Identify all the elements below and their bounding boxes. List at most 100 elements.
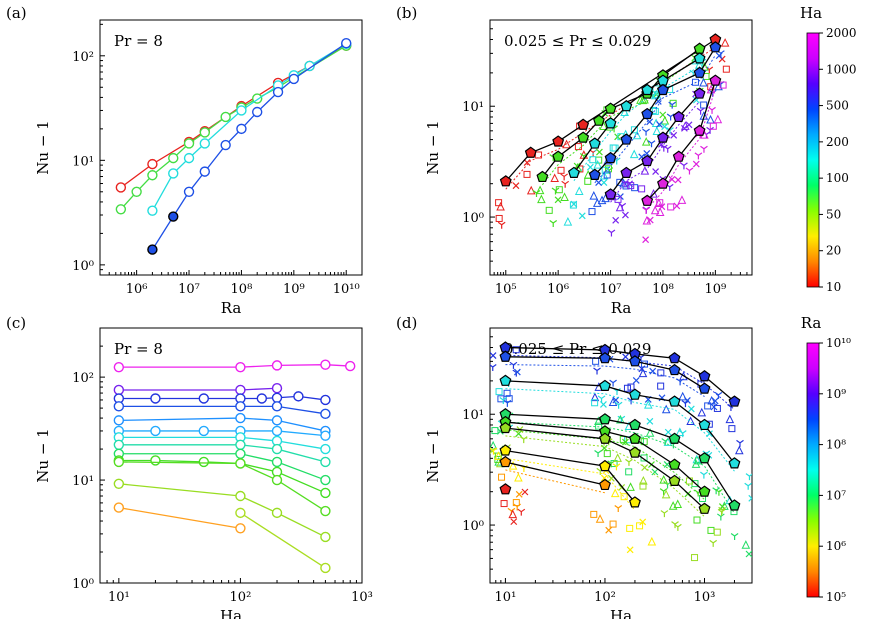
triangle-marker — [652, 89, 662, 99]
series-3 — [499, 374, 741, 469]
cross-marker — [706, 430, 713, 438]
square-marker — [639, 482, 647, 490]
cross-marker — [512, 182, 520, 190]
series-line — [118, 483, 326, 538]
tri-marker — [551, 187, 560, 195]
series-6 — [499, 421, 711, 514]
dotted-trend — [505, 364, 705, 397]
series-3 — [568, 52, 706, 178]
cross-marker — [642, 236, 650, 244]
x-tick-label: 10³ — [694, 590, 716, 605]
tri-marker — [700, 145, 708, 153]
colorbar-tick-label: 10⁷ — [826, 488, 846, 502]
y-tick-label: 10¹ — [462, 408, 484, 423]
x-tick-label: 10⁹ — [283, 282, 305, 297]
triangle-marker — [593, 160, 603, 169]
triangle-marker — [699, 77, 708, 87]
square-marker — [691, 554, 699, 562]
triangle-marker — [641, 137, 651, 146]
triangle-marker — [639, 475, 648, 485]
data-point — [588, 137, 601, 149]
series-2 — [499, 350, 711, 394]
square-marker — [620, 493, 628, 501]
cross-marker — [600, 179, 608, 187]
panel-2: (b) 0.025 ≤ Pr ≤ 0.029 10⁵ 10⁶ 10⁷ 10⁸ 10⁹ 10⁰ 1… — [396, 4, 753, 317]
series-6 — [641, 74, 722, 206]
data-point — [272, 86, 284, 98]
triangle-marker — [661, 489, 671, 499]
data-point — [599, 413, 611, 425]
data-point — [236, 123, 247, 135]
tri-marker — [618, 202, 627, 210]
cross-marker — [515, 490, 523, 498]
y-axis-label: Nu − 1 — [424, 120, 442, 174]
triangle-marker — [650, 205, 660, 215]
triangle-marker — [595, 514, 605, 523]
series-9 — [499, 483, 512, 495]
square-marker — [590, 510, 598, 518]
colorbar-title: Ha — [800, 4, 822, 22]
dotted-trend — [505, 457, 636, 511]
triangle-marker — [659, 475, 668, 484]
x-axis-label: Ra — [611, 299, 632, 317]
cross-marker — [639, 518, 647, 526]
data-point — [235, 412, 246, 424]
square-marker — [609, 520, 617, 528]
data-point — [628, 418, 641, 431]
data-point — [599, 352, 611, 364]
data-point — [341, 37, 352, 49]
triangle-marker — [594, 416, 603, 426]
tri-marker — [736, 439, 744, 447]
data-point — [198, 393, 210, 404]
data-point — [657, 83, 669, 96]
tri-marker — [694, 152, 703, 160]
triangle-marker — [677, 195, 687, 204]
data-point — [183, 152, 195, 164]
data-point — [113, 361, 125, 373]
square-marker — [657, 382, 665, 390]
series-6 — [113, 425, 331, 441]
data-point — [536, 170, 549, 183]
series-line — [505, 461, 606, 486]
data-point — [320, 456, 331, 468]
panel-label: (c) — [6, 314, 26, 332]
cross-marker — [490, 352, 497, 359]
triangle-marker — [613, 453, 622, 462]
data-point — [588, 168, 601, 180]
series-2 — [113, 383, 283, 396]
data-point — [499, 455, 512, 468]
data-point — [320, 505, 331, 517]
tri-marker — [614, 401, 623, 409]
data-point — [168, 168, 179, 179]
cross-marker — [646, 417, 654, 425]
plot-frame — [99, 19, 363, 276]
triangle-marker — [686, 416, 695, 426]
data-point — [271, 392, 283, 403]
series-1 — [499, 33, 722, 187]
series-2 — [115, 40, 352, 215]
series-13 — [235, 507, 331, 574]
triangle-marker — [560, 192, 569, 202]
square-marker — [569, 201, 577, 209]
colorbar-tick-label: 10⁶ — [826, 539, 846, 553]
triangle-marker — [725, 414, 735, 424]
data-point — [499, 444, 512, 456]
annotation: Pr = 8 — [114, 32, 163, 50]
tri-marker — [744, 482, 752, 490]
data-area — [490, 341, 752, 562]
tri-marker — [642, 128, 650, 136]
data-area — [113, 359, 356, 574]
cross-marker — [626, 546, 634, 554]
triangle-marker — [620, 107, 629, 116]
data-point — [304, 60, 315, 72]
data-point — [499, 374, 512, 386]
data-point — [628, 446, 641, 458]
plot-frame — [99, 327, 363, 584]
triangle-marker — [697, 407, 707, 417]
data-point — [199, 166, 211, 177]
square-marker — [595, 422, 603, 430]
panel-label: (b) — [396, 4, 417, 22]
tri-marker — [709, 539, 718, 547]
square-marker — [656, 199, 664, 207]
cross-marker — [612, 216, 620, 224]
